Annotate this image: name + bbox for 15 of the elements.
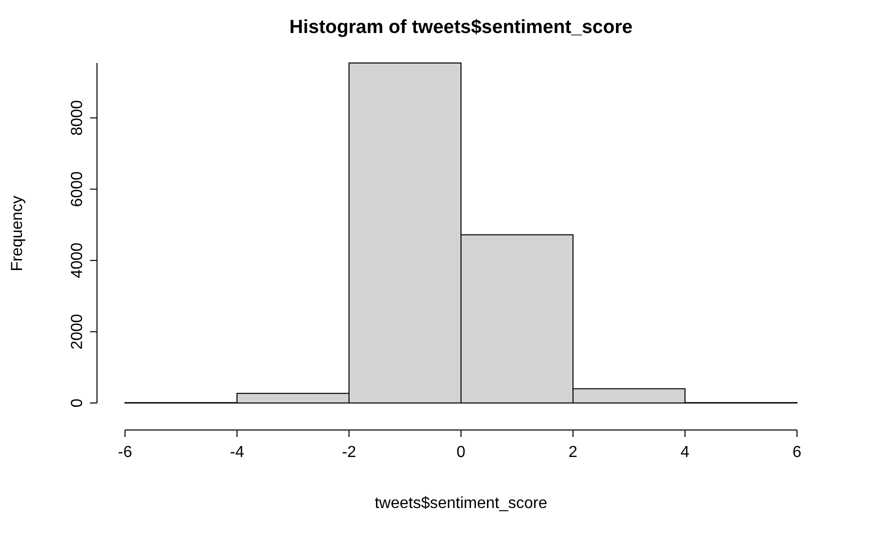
y-tick-label: 0	[69, 398, 86, 408]
x-tick-label: -4	[230, 444, 244, 461]
x-tick-label: -6	[118, 444, 132, 461]
x-tick-label: 6	[792, 444, 802, 461]
y-tick-label: 8000	[69, 100, 86, 136]
y-tick-label: 4000	[69, 242, 86, 278]
x-tick-label: 0	[456, 444, 466, 461]
x-tick-label: 2	[568, 444, 578, 461]
x-tick-label: 4	[680, 444, 690, 461]
y-tick-label: 2000	[69, 314, 86, 350]
y-tick-label: 6000	[69, 171, 86, 207]
chart-title: Histogram of tweets$sentiment_score	[289, 17, 633, 38]
x-axis-title: tweets$sentiment_score	[374, 495, 548, 512]
x-tick-label: -2	[342, 444, 356, 461]
y-axis-title: Frequency	[9, 196, 26, 272]
